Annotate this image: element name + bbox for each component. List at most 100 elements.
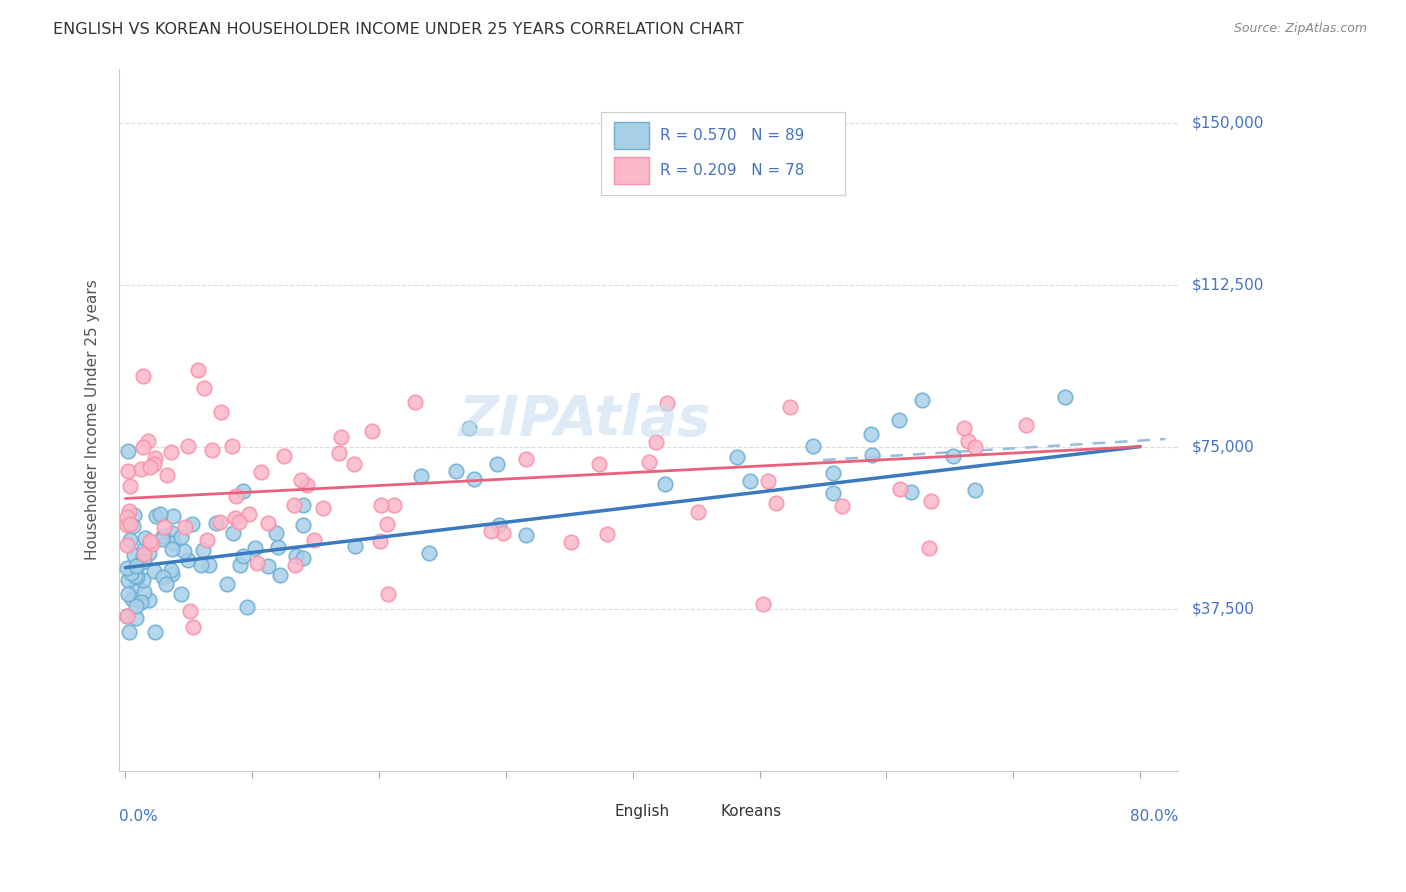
Point <box>174 520 197 534</box>
Point <box>765 496 787 510</box>
Point <box>246 556 269 570</box>
Point <box>115 538 138 552</box>
Point <box>195 533 218 547</box>
Point <box>145 508 167 523</box>
Point <box>779 401 801 415</box>
Point <box>756 474 779 488</box>
Point <box>409 468 432 483</box>
Point <box>232 483 254 498</box>
Point <box>479 524 502 538</box>
Point <box>831 499 853 513</box>
Point <box>139 459 162 474</box>
Point <box>125 569 148 583</box>
Point <box>124 577 146 591</box>
Point <box>267 541 290 555</box>
Point <box>124 611 146 625</box>
Point <box>488 518 510 533</box>
Point <box>900 485 922 500</box>
Point <box>859 427 882 442</box>
Point <box>132 573 155 587</box>
Point <box>823 466 845 480</box>
Point <box>418 545 440 559</box>
Point <box>160 526 183 541</box>
Point <box>132 440 155 454</box>
Point <box>122 508 145 522</box>
Text: Source: ZipAtlas.com: Source: ZipAtlas.com <box>1233 22 1367 36</box>
Point <box>887 413 910 427</box>
Point <box>256 559 278 574</box>
Point <box>238 508 260 522</box>
Point <box>150 532 173 546</box>
Point <box>560 535 582 549</box>
Point <box>295 478 318 492</box>
Point <box>342 458 364 472</box>
Point <box>177 439 200 453</box>
Point <box>312 501 335 516</box>
Point <box>377 587 399 601</box>
Point <box>222 526 245 541</box>
Point <box>193 381 215 395</box>
Point <box>120 478 142 492</box>
Point <box>965 483 987 497</box>
Text: ZIPAtlas: ZIPAtlas <box>458 392 711 447</box>
Point <box>225 489 247 503</box>
Point <box>515 528 537 542</box>
Point <box>118 625 141 640</box>
Point <box>285 549 308 563</box>
Text: R = 0.570   N = 89: R = 0.570 N = 89 <box>661 128 804 143</box>
Point <box>284 558 307 572</box>
Point <box>160 563 183 577</box>
Point <box>911 392 934 407</box>
Text: $112,500: $112,500 <box>1192 277 1264 292</box>
Text: 80.0%: 80.0% <box>1130 809 1178 824</box>
Point <box>132 542 155 557</box>
FancyBboxPatch shape <box>613 157 648 184</box>
Text: $37,500: $37,500 <box>1192 601 1256 616</box>
Text: ENGLISH VS KOREAN HOUSEHOLDER INCOME UNDER 25 YEARS CORRELATION CHART: ENGLISH VS KOREAN HOUSEHOLDER INCOME UND… <box>53 22 744 37</box>
Point <box>190 558 212 573</box>
Point <box>134 547 156 561</box>
Point <box>257 516 280 530</box>
Point <box>162 509 184 524</box>
Point <box>187 363 209 377</box>
Point <box>120 566 142 580</box>
Point <box>138 593 160 607</box>
Point <box>304 533 326 547</box>
Point <box>177 553 200 567</box>
Point <box>645 435 668 450</box>
Point <box>486 457 509 471</box>
Point <box>515 452 537 467</box>
Point <box>125 558 148 573</box>
Point <box>860 449 883 463</box>
Point <box>152 520 174 534</box>
Point <box>952 421 974 435</box>
Point <box>149 507 172 521</box>
Point <box>228 558 250 572</box>
Point <box>142 457 165 471</box>
Point <box>329 430 352 444</box>
Point <box>638 455 661 469</box>
Point <box>159 445 181 459</box>
Point <box>458 421 481 435</box>
Point <box>654 477 676 491</box>
Point <box>209 516 232 530</box>
Point <box>170 530 193 544</box>
Point <box>115 609 138 624</box>
Point <box>375 516 398 531</box>
Point <box>243 541 266 556</box>
Point <box>117 587 139 601</box>
Point <box>1053 390 1076 404</box>
Point <box>118 504 141 518</box>
Point <box>117 510 139 524</box>
Point <box>115 609 138 624</box>
FancyBboxPatch shape <box>686 802 716 822</box>
Point <box>655 396 678 410</box>
Point <box>360 424 382 438</box>
Point <box>129 595 152 609</box>
Point <box>382 498 405 512</box>
Point <box>181 516 204 531</box>
Text: English: English <box>614 804 669 819</box>
Point <box>224 510 246 524</box>
FancyBboxPatch shape <box>613 122 648 149</box>
Text: 0.0%: 0.0% <box>120 809 157 824</box>
